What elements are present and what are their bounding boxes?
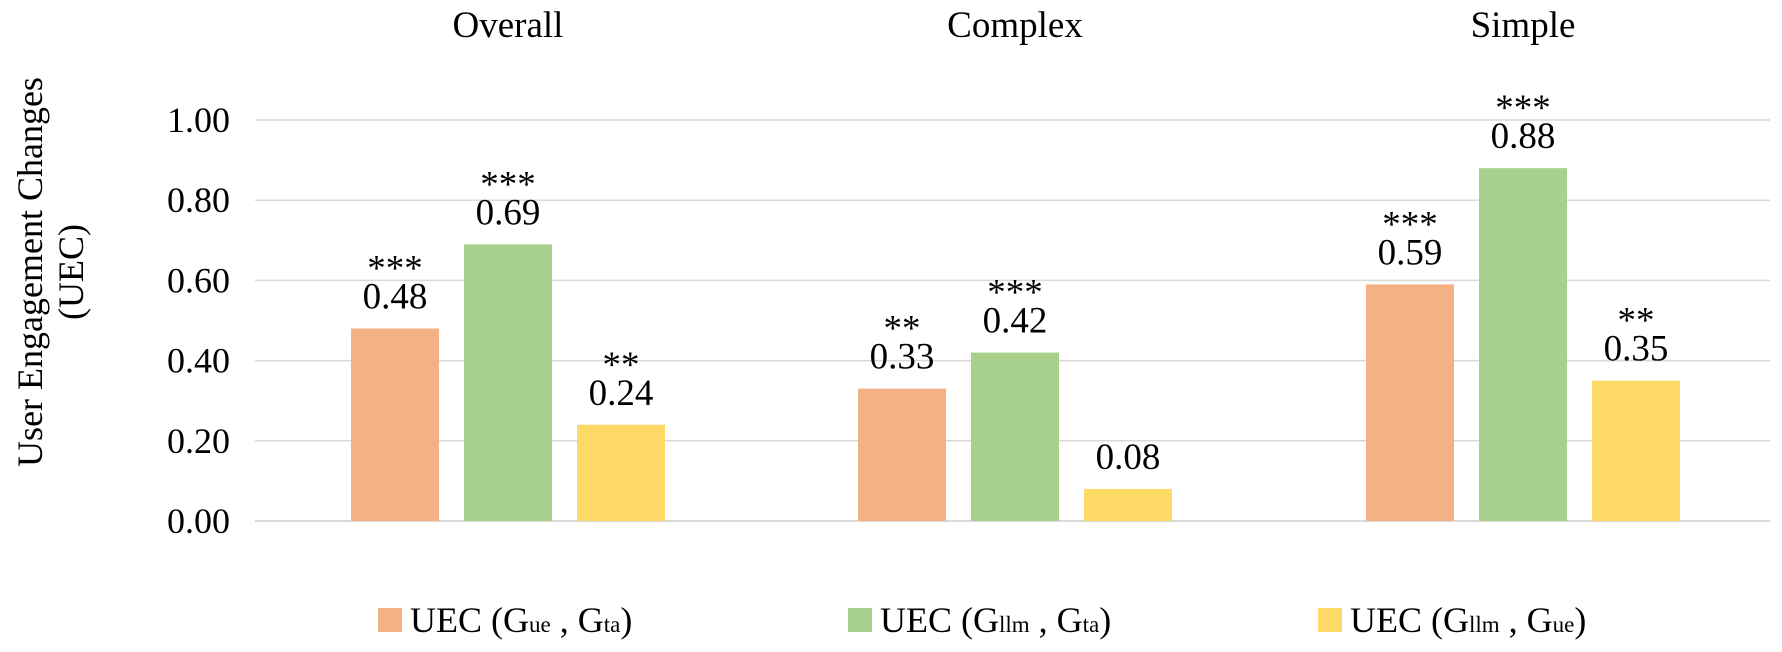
y-tick-label: 0.60 [167, 260, 230, 300]
legend-label: UEC (Gllm , Gta) [880, 600, 1111, 640]
bar [858, 388, 946, 521]
y-axis-title-group: User Engagement Changes (UEC) [10, 77, 91, 467]
data-labels: 0.48***0.69***0.24** 0.33** 0.42***0.080.5… [363, 88, 1669, 478]
group-title: Complex [947, 5, 1083, 46]
bar [351, 328, 439, 521]
y-tick-label: 0.20 [167, 421, 230, 461]
y-tick-label: 0.40 [167, 341, 230, 381]
legend-swatch [378, 608, 402, 632]
data-label: 0.69 [476, 192, 541, 233]
data-label: 0.59 [1378, 232, 1443, 273]
significance-label: ** [884, 309, 921, 350]
significance-label: *** [1495, 88, 1551, 129]
data-label: 0.42 [983, 301, 1048, 342]
y-axis-title: User Engagement Changes (UEC) [10, 77, 91, 467]
bars [351, 168, 1680, 521]
bar [971, 352, 1059, 521]
bar [1592, 380, 1680, 521]
bar [1084, 488, 1172, 521]
data-label: 0.24 [589, 373, 654, 414]
significance-label: *** [480, 164, 536, 205]
significance-label: *** [1382, 204, 1438, 245]
significance-label: ** [603, 345, 640, 386]
bar [1366, 284, 1454, 521]
y-tick-label: 0.80 [167, 180, 230, 220]
significance-label: *** [987, 273, 1043, 314]
group-title: Simple [1471, 5, 1576, 46]
legend-swatch [1318, 608, 1342, 632]
legend-label: UEC (Gllm , Gue) [1350, 600, 1586, 640]
bar [1479, 168, 1567, 521]
y-axis-title-line: User Engagement Changes [10, 77, 50, 467]
legend: UEC (Gue , Gta) UEC (Gllm , Gta) UEC (Gllm… [378, 600, 1586, 640]
y-axis-title-line: (UEC) [51, 224, 91, 320]
bar [464, 244, 552, 521]
y-axis: 0.00 0.20 0.40 0.60 0.80 1.00 [167, 100, 230, 541]
data-label: 0.35 [1604, 329, 1669, 370]
group-titles: Overall Complex Simple [453, 5, 1576, 46]
y-tick-label: 0.00 [167, 501, 230, 541]
legend-label: UEC (Gue , Gta) [410, 600, 632, 640]
bar [577, 424, 665, 521]
data-label: 0.33 [870, 337, 935, 378]
data-label: 0.88 [1491, 116, 1556, 157]
data-label: 0.48 [363, 277, 428, 318]
legend-swatch [848, 608, 872, 632]
significance-label: *** [367, 249, 423, 290]
y-tick-label: 1.00 [167, 100, 230, 140]
data-label: 0.08 [1096, 437, 1161, 478]
significance-label: ** [1618, 301, 1655, 342]
group-title: Overall [453, 5, 564, 46]
